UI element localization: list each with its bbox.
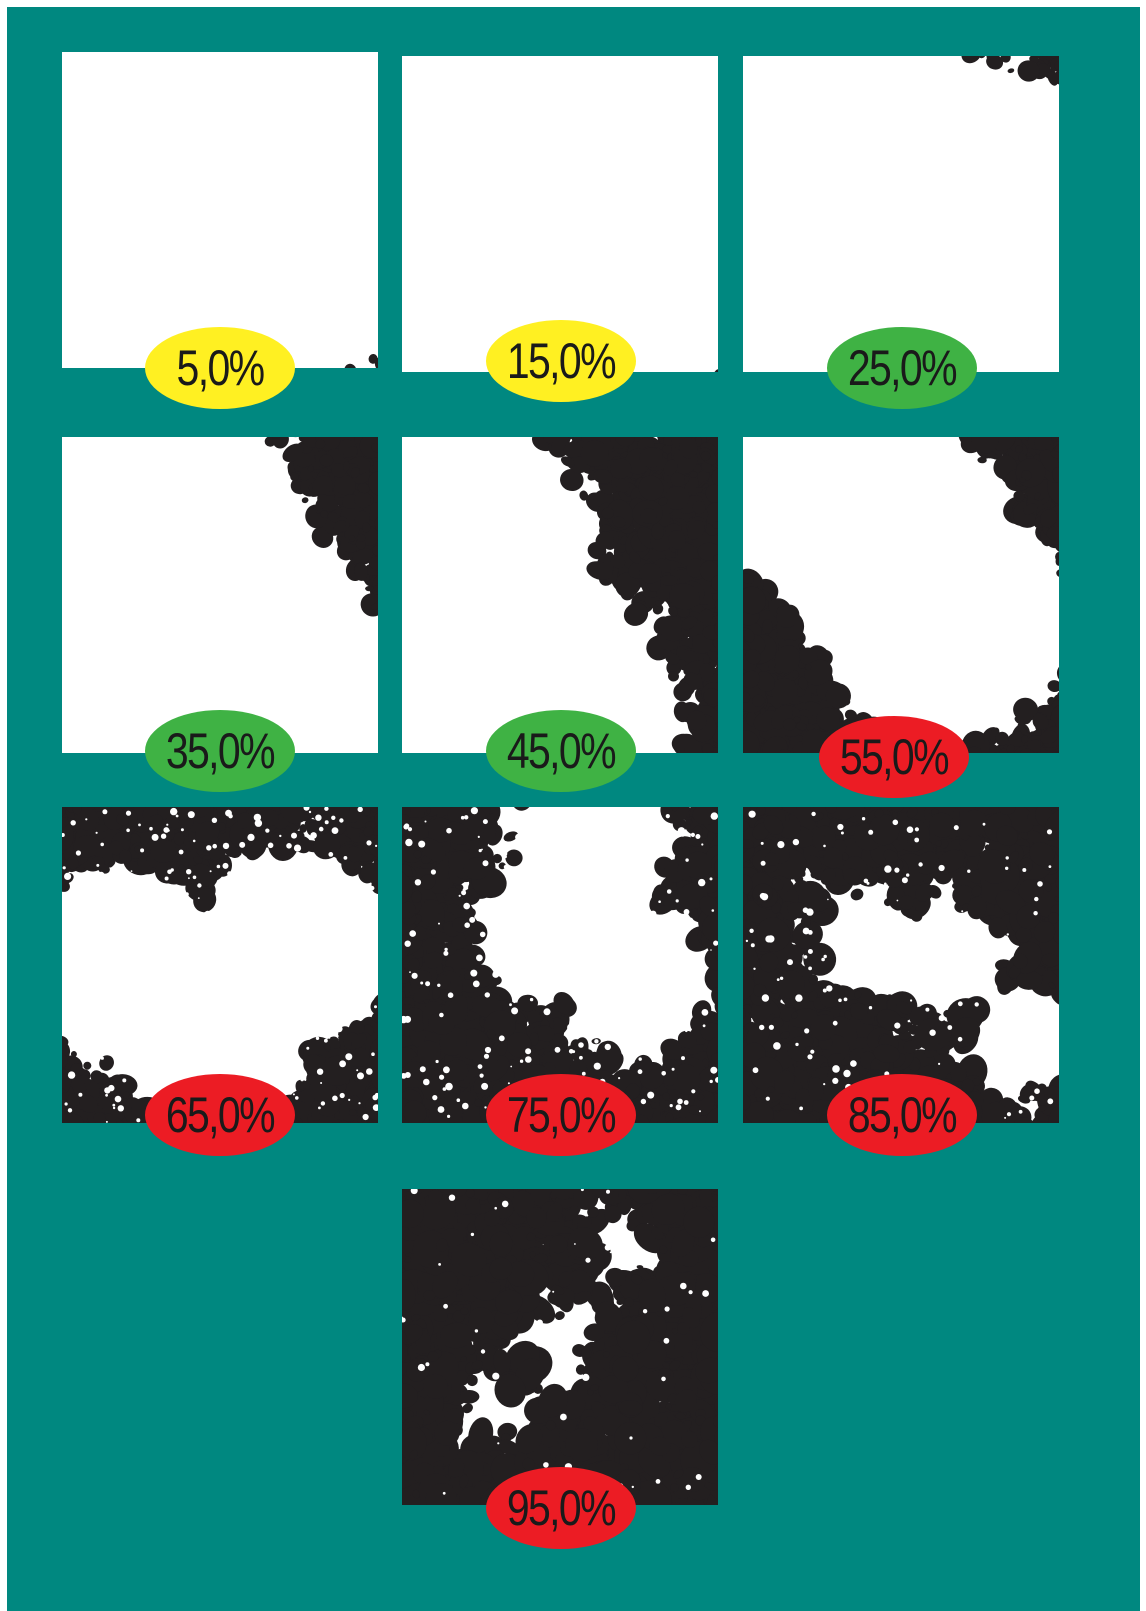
coverage-badge: 75,0% [486,1074,636,1156]
canopy-cover-board: 5,0% 15,0% 25,0% 35,0% 45,0% 55,0% 65,0%… [7,7,1140,1611]
coverage-badge: 45,0% [486,710,636,792]
canopy-image [402,1189,718,1505]
canopy-panel [402,437,718,753]
coverage-badge: 5,0% [145,327,295,409]
canopy-panel [402,56,718,372]
coverage-badge: 25,0% [827,327,977,409]
coverage-badge: 85,0% [827,1074,977,1156]
canopy-image [402,56,718,372]
canopy-image [62,807,378,1123]
coverage-badge: 35,0% [145,710,295,792]
canopy-panel [62,807,378,1123]
canopy-panel [62,52,378,368]
canopy-image [743,56,1059,372]
canopy-panel [62,437,378,753]
canopy-image [402,437,718,753]
coverage-badge: 65,0% [145,1074,295,1156]
canopy-panel [743,56,1059,372]
canopy-image [62,52,378,368]
canopy-image [62,437,378,753]
coverage-badge: 15,0% [486,320,636,402]
coverage-badge: 95,0% [486,1467,636,1549]
canopy-image [743,437,1059,753]
canopy-panel [402,1189,718,1505]
coverage-badge: 55,0% [819,716,969,798]
canopy-panel [743,437,1059,753]
